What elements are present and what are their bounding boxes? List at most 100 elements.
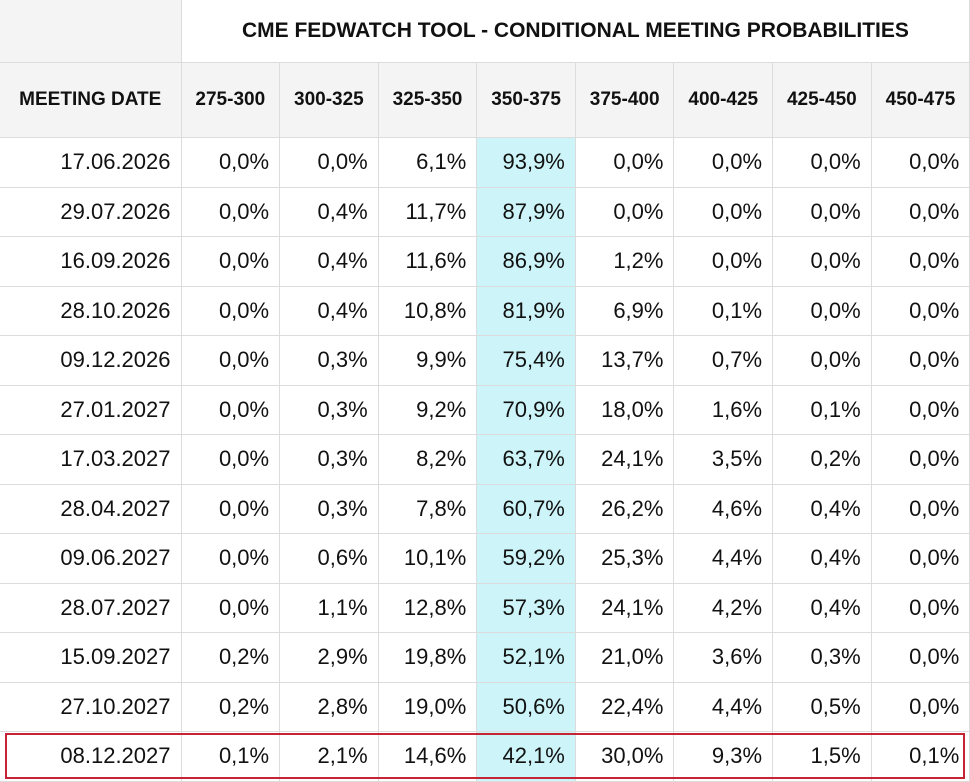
probability-cell: 8,2% xyxy=(377,434,478,485)
probability-cell: 2,1% xyxy=(279,731,379,782)
probability-cell: 0,3% xyxy=(279,335,379,386)
rate-range-header: 350-375 xyxy=(476,62,576,138)
probability-cell: 11,6% xyxy=(377,236,478,287)
probability-cell: 1,1% xyxy=(279,582,379,633)
probability-cell: 26,2% xyxy=(574,483,675,534)
rate-range-header: 450-475 xyxy=(870,62,970,138)
probability-cell: 0,3% xyxy=(279,434,379,485)
probability-cell: 4,4% xyxy=(673,533,774,584)
probability-cell: 2,9% xyxy=(279,632,379,683)
meeting-date-cell: 16.09.2026 xyxy=(0,236,182,287)
probability-cell: 0,5% xyxy=(772,681,872,732)
probability-cell: 0,0% xyxy=(772,335,872,386)
probability-cell: 21,0% xyxy=(574,632,675,683)
table-row: 28.07.2027 0,0% 1,1% 12,8% 57,3% 24,1% 4,2% 0,4… xyxy=(0,582,970,633)
probability-cell: 60,7% xyxy=(476,483,576,534)
table-row: 28.04.2027 0,0% 0,3% 7,8% 60,7% 26,2% 4,6% 0,4%… xyxy=(0,483,970,534)
probability-cell: 0,0% xyxy=(673,137,774,188)
meeting-date-cell: 17.06.2026 xyxy=(0,137,182,188)
probability-cell: 0,0% xyxy=(279,137,379,188)
probability-cell: 93,9% xyxy=(476,137,576,188)
probability-cell: 0,2% xyxy=(180,632,281,683)
probability-cell: 0,0% xyxy=(180,434,281,485)
probability-cell: 0,0% xyxy=(180,483,281,534)
meeting-date-cell: 28.04.2027 xyxy=(0,483,182,534)
probability-cell: 0,0% xyxy=(180,236,281,287)
probability-cell: 4,2% xyxy=(673,582,774,633)
corner-cell xyxy=(0,0,182,63)
probability-cell: 0,1% xyxy=(772,384,872,435)
probability-cell: 0,0% xyxy=(870,335,970,386)
meeting-date-cell: 09.06.2027 xyxy=(0,533,182,584)
probability-cell: 0,0% xyxy=(180,384,281,435)
probability-cell: 18,0% xyxy=(574,384,675,435)
probability-cell: 0,0% xyxy=(870,434,970,485)
rate-range-header: 300-325 xyxy=(279,62,379,138)
probability-cell: 87,9% xyxy=(476,186,576,237)
probability-cell: 0,0% xyxy=(574,137,675,188)
probability-cell: 0,0% xyxy=(870,285,970,336)
probability-cell: 0,0% xyxy=(870,632,970,683)
probability-cell: 0,0% xyxy=(772,285,872,336)
probability-cell: 0,0% xyxy=(180,533,281,584)
probability-cell: 12,8% xyxy=(377,582,478,633)
probability-cell: 6,9% xyxy=(574,285,675,336)
probability-cell: 10,1% xyxy=(377,533,478,584)
probability-cell: 0,0% xyxy=(870,137,970,188)
probability-cell: 0,0% xyxy=(180,335,281,386)
probability-cell: 0,0% xyxy=(870,483,970,534)
probability-cell: 19,8% xyxy=(377,632,478,683)
table-row: 15.09.2027 0,2% 2,9% 19,8% 52,1% 21,0% 3,6% 0,3… xyxy=(0,632,970,683)
probability-cell: 14,6% xyxy=(377,731,478,782)
probability-cell: 0,3% xyxy=(279,384,379,435)
probability-cell: 9,2% xyxy=(377,384,478,435)
probability-cell: 0,0% xyxy=(180,186,281,237)
table-row: 17.06.2026 0,0% 0,0% 6,1% 93,9% 0,0% 0,0% 0,0% 0… xyxy=(0,137,970,188)
meeting-date-cell: 09.12.2026 xyxy=(0,335,182,386)
probability-cell: 0,2% xyxy=(180,681,281,732)
probability-cell: 0,0% xyxy=(673,186,774,237)
probability-cell: 0,0% xyxy=(870,186,970,237)
probability-cell: 0,0% xyxy=(870,236,970,287)
meeting-date-cell: 29.07.2026 xyxy=(0,186,182,237)
probability-cell: 6,1% xyxy=(377,137,478,188)
probability-cell: 70,9% xyxy=(476,384,576,435)
probability-cell: 0,7% xyxy=(673,335,774,386)
meeting-date-cell: 27.01.2027 xyxy=(0,384,182,435)
probability-cell: 42,1% xyxy=(476,731,576,782)
probability-cell: 0,4% xyxy=(279,285,379,336)
probability-cell: 0,2% xyxy=(772,434,872,485)
meeting-date-header: MEETING DATE xyxy=(0,62,182,138)
probability-cell: 0,0% xyxy=(180,582,281,633)
probability-cell: 81,9% xyxy=(476,285,576,336)
meeting-date-cell: 28.07.2027 xyxy=(0,582,182,633)
meeting-date-cell: 17.03.2027 xyxy=(0,434,182,485)
probability-cell: 1,2% xyxy=(574,236,675,287)
probability-cell: 0,1% xyxy=(180,731,281,782)
probability-cell: 11,7% xyxy=(377,186,478,237)
probability-cell: 0,6% xyxy=(279,533,379,584)
probability-cell: 0,0% xyxy=(574,186,675,237)
probability-cell: 0,3% xyxy=(772,632,872,683)
probability-cell: 10,8% xyxy=(377,285,478,336)
table-row: 17.03.2027 0,0% 0,3% 8,2% 63,7% 24,1% 3,5% 0,2%… xyxy=(0,434,970,485)
probability-cell: 24,1% xyxy=(574,582,675,633)
probability-cell: 63,7% xyxy=(476,434,576,485)
probability-cell: 30,0% xyxy=(574,731,675,782)
meeting-date-cell: 15.09.2027 xyxy=(0,632,182,683)
probability-cell: 19,0% xyxy=(377,681,478,732)
probability-cell: 9,3% xyxy=(673,731,774,782)
meeting-date-cell: 28.10.2026 xyxy=(0,285,182,336)
rate-range-header: 400-425 xyxy=(673,62,774,138)
probability-cell: 13,7% xyxy=(574,335,675,386)
probability-cell: 0,0% xyxy=(772,186,872,237)
probability-cell: 4,6% xyxy=(673,483,774,534)
table-row: 29.07.2026 0,0% 0,4% 11,7% 87,9% 0,0% 0,0% 0,0%… xyxy=(0,186,970,237)
probability-cell: 86,9% xyxy=(476,236,576,287)
table-row: 28.10.2026 0,0% 0,4% 10,8% 81,9% 6,9% 0,1% 0,0%… xyxy=(0,285,970,336)
probability-cell: 0,4% xyxy=(772,582,872,633)
probability-cell: 2,8% xyxy=(279,681,379,732)
table-row: 16.09.2026 0,0% 0,4% 11,6% 86,9% 1,2% 0,0% 0,0%… xyxy=(0,236,970,287)
table-body: 17.06.2026 0,0% 0,0% 6,1% 93,9% 0,0% 0,0% 0,0% 0… xyxy=(0,137,970,782)
